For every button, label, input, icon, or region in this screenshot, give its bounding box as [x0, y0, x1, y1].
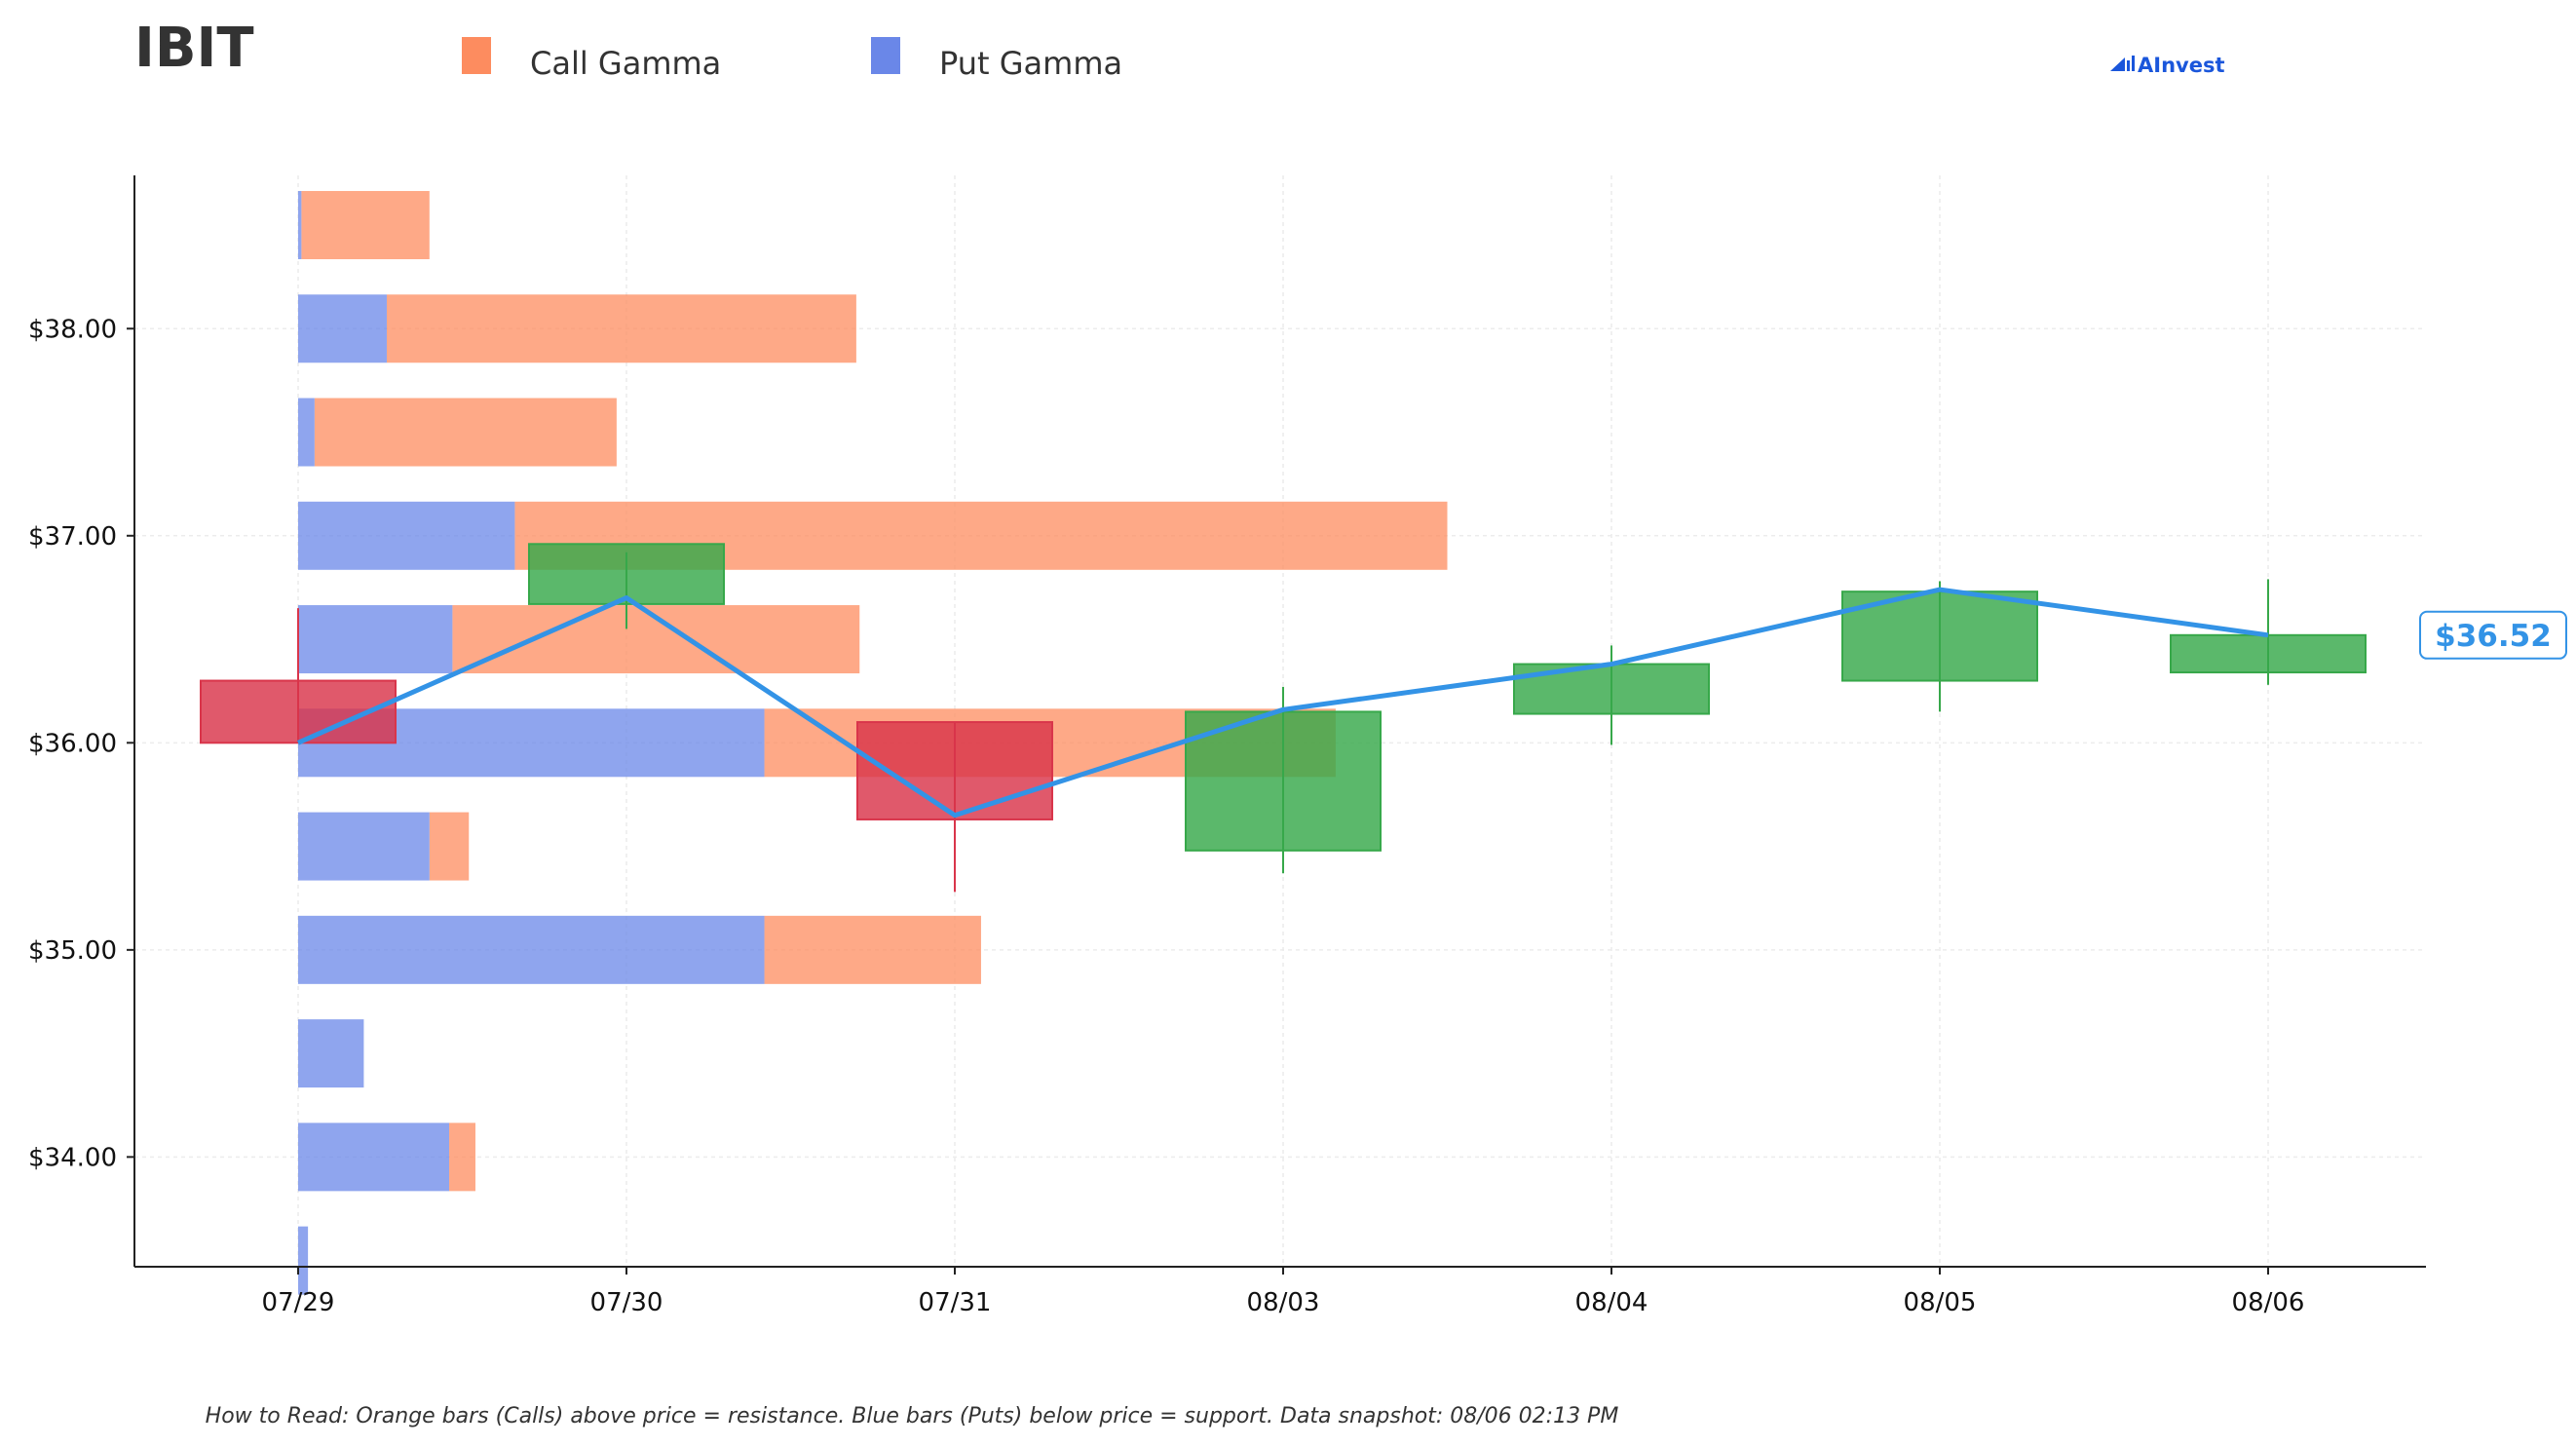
call-gamma-bar	[764, 915, 981, 984]
y-tick-label: $36.00	[28, 729, 117, 758]
price-line-path	[296, 587, 2269, 819]
candle-body	[2170, 633, 2367, 674]
ainvest-logo-icon	[2110, 56, 2135, 71]
candlesticks	[200, 543, 2367, 893]
legend-swatch-put	[871, 37, 900, 74]
ainvest-logo-text: AInvest	[2138, 54, 2225, 77]
price-line	[296, 587, 2269, 819]
y-tick-label: $34.00	[28, 1143, 117, 1172]
call-gamma-bar	[314, 398, 617, 467]
axes: $34.00 $35.00 $36.00 $37.00 $38.00 07/29 07/30…	[28, 175, 2426, 1317]
last-price-tag: $36.52	[2419, 610, 2567, 660]
y-tick-label: $38.00	[28, 315, 117, 344]
legend: Call Gamma Put Gamma	[462, 37, 1122, 82]
chart-title: IBIT	[134, 17, 254, 80]
legend-label-put: Put Gamma	[939, 45, 1122, 82]
put-gamma-bar	[298, 191, 302, 260]
last-price-label: $36.52	[2435, 619, 2552, 654]
last-price-box	[2419, 610, 2567, 660]
call-gamma-bar	[449, 1123, 475, 1192]
gamma-bars	[298, 191, 1448, 1295]
y-tick-label: $35.00	[28, 936, 117, 966]
put-gamma-bar	[298, 915, 765, 984]
y-tick-label: $37.00	[28, 522, 117, 552]
x-tick-label: 08/04	[1575, 1288, 1648, 1317]
candle-body	[1185, 710, 1382, 852]
candle-body	[528, 543, 725, 605]
footnote: How to Read: Orange bars (Calls) above p…	[206, 1404, 1619, 1428]
put-gamma-bar	[298, 501, 515, 570]
legend-label-call: Call Gamma	[530, 45, 721, 82]
ainvest-logo: AInvest	[2110, 54, 2225, 77]
x-tick-label: 07/30	[590, 1288, 663, 1317]
put-gamma-bar	[298, 1019, 364, 1088]
put-gamma-bar	[298, 294, 387, 363]
call-gamma-bar	[386, 294, 856, 363]
put-gamma-bar	[298, 398, 315, 467]
x-tick-label: 07/29	[262, 1288, 335, 1317]
put-gamma-bar	[298, 605, 453, 674]
put-gamma-bar	[298, 1226, 309, 1295]
put-gamma-bar	[298, 1123, 450, 1192]
call-gamma-bar	[429, 812, 470, 881]
put-gamma-bar	[298, 812, 430, 881]
x-tick-label: 08/03	[1247, 1288, 1320, 1317]
x-tick-label: 08/06	[2232, 1288, 2305, 1317]
call-gamma-bar	[301, 191, 430, 260]
x-tick-label: 08/05	[1904, 1288, 1977, 1317]
x-tick-label: 07/31	[919, 1288, 992, 1317]
legend-swatch-call	[462, 37, 491, 74]
